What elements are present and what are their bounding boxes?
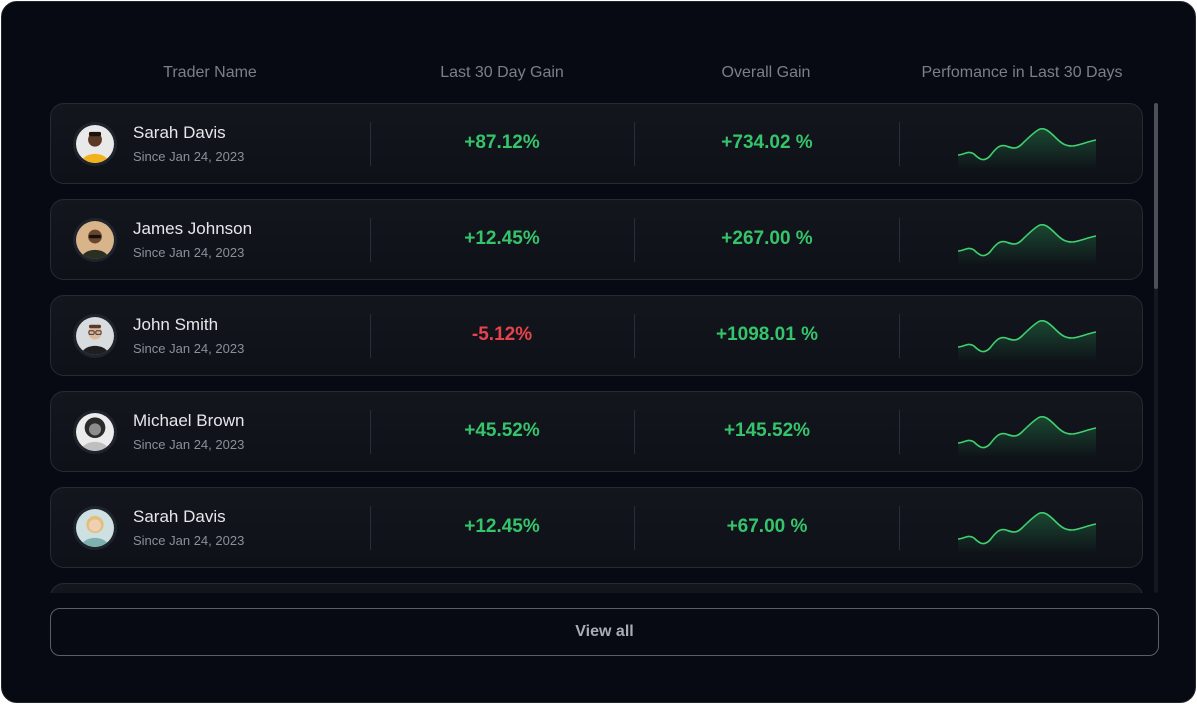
divider [370,506,371,550]
last-30-day-gain: +87.12% [464,132,540,153]
header-trader-name: Trader Name [163,64,257,81]
trader-name: John Smith [133,315,219,334]
last-30-day-gain: +45.52% [464,420,540,441]
sparkline-line [957,223,1097,257]
divider [899,314,900,358]
divider [634,314,635,358]
divider [634,122,635,166]
scrollbar[interactable] [1154,103,1158,593]
last-30-day-gain: +12.45% [464,516,540,537]
sparkline-area [958,128,1096,170]
performance-sparkline [957,223,1097,266]
divider [370,218,371,262]
sparkline-line [957,511,1097,545]
trader-row[interactable]: James Johnson Since Jan 24, 2023 +12.45%… [50,199,1143,280]
trader-name: Sarah Davis [133,507,226,526]
avatar-woman-blonde [76,509,114,547]
performance-sparkline [957,127,1097,170]
overall-gain: +1098.01 % [716,324,818,345]
divider [634,218,635,262]
last-30-day-gain: -5.12% [471,324,533,345]
trader-list[interactable]: Sarah Davis Since Jan 24, 2023 +87.12% +… [50,103,1144,593]
avatar [73,218,117,262]
divider [634,410,635,454]
trader-row[interactable]: Michael Brown Since Jan 24, 2023 +45.52%… [50,391,1143,472]
trader-since: Since Jan 24, 2023 [133,245,245,260]
trader-name: Sarah Davis [133,123,226,142]
trader-row-partial[interactable] [50,583,1143,593]
divider [370,410,371,454]
trader-name: Michael Brown [133,411,245,430]
divider [899,506,900,550]
trader-name: James Johnson [133,219,253,238]
sparkline-area [958,224,1096,266]
avatar-man-glasses [76,317,114,355]
trader-row[interactable]: Sarah Davis Since Jan 24, 2023 +12.45% +… [50,487,1143,568]
avatar-man-yellow-shirt [76,125,114,163]
overall-gain: +67.00 % [726,516,808,537]
overall-gain: +734.02 % [721,132,813,153]
divider [370,314,371,358]
trader-since: Since Jan 24, 2023 [133,533,245,548]
header-performance: Perfomance in Last 30 Days [921,64,1123,81]
avatar-woman-curly-hair [76,413,114,451]
divider [899,122,900,166]
performance-sparkline [957,319,1097,362]
divider [899,410,900,454]
sparkline-line [957,415,1097,449]
header-overall-gain: Overall Gain [721,64,811,81]
avatar [73,122,117,166]
trader-since: Since Jan 24, 2023 [133,341,245,356]
divider [899,218,900,262]
last-30-day-gain: +12.45% [464,228,540,249]
trader-since: Since Jan 24, 2023 [133,149,245,164]
sparkline-area [958,512,1096,554]
divider [634,506,635,550]
trader-row[interactable]: John Smith Since Jan 24, 2023 -5.12% +10… [50,295,1143,376]
avatar-man-sunglasses [76,221,114,259]
avatar [73,410,117,454]
overall-gain: +145.52% [723,420,811,441]
sparkline-line [957,127,1097,161]
table-header: Trader Name Last 30 Day Gain Overall Gai… [2,64,1195,86]
trader-since: Since Jan 24, 2023 [133,437,245,452]
performance-sparkline [957,511,1097,554]
sparkline-area [958,416,1096,458]
sparkline-area [958,320,1096,362]
divider [370,122,371,166]
sparkline-line [957,319,1097,353]
scrollbar-thumb[interactable] [1154,103,1158,289]
trader-row[interactable]: Sarah Davis Since Jan 24, 2023 +87.12% +… [50,103,1143,184]
avatar [73,506,117,550]
header-last-30-day-gain: Last 30 Day Gain [440,64,564,81]
avatar [73,314,117,358]
performance-sparkline [957,415,1097,458]
overall-gain: +267.00 % [721,228,813,249]
view-all-button[interactable]: View all [50,608,1159,656]
